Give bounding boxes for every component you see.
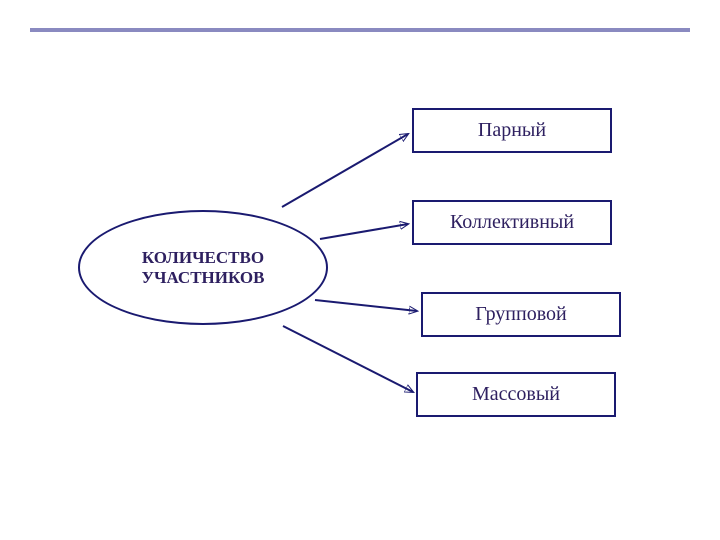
- branch-node-label: Парный: [478, 119, 546, 142]
- central-node: КОЛИЧЕСТВОУЧАСТНИКОВ: [78, 210, 328, 325]
- branch-node: Массовый: [416, 372, 616, 417]
- branch-node-label: Коллективный: [450, 211, 574, 234]
- branch-node: Парный: [412, 108, 612, 153]
- branch-node-label: Массовый: [472, 383, 560, 406]
- branch-node: Групповой: [421, 292, 621, 337]
- branch-node: Коллективный: [412, 200, 612, 245]
- central-node-label: КОЛИЧЕСТВОУЧАСТНИКОВ: [142, 248, 265, 288]
- branch-node-label: Групповой: [475, 303, 566, 326]
- top-divider: [30, 28, 690, 32]
